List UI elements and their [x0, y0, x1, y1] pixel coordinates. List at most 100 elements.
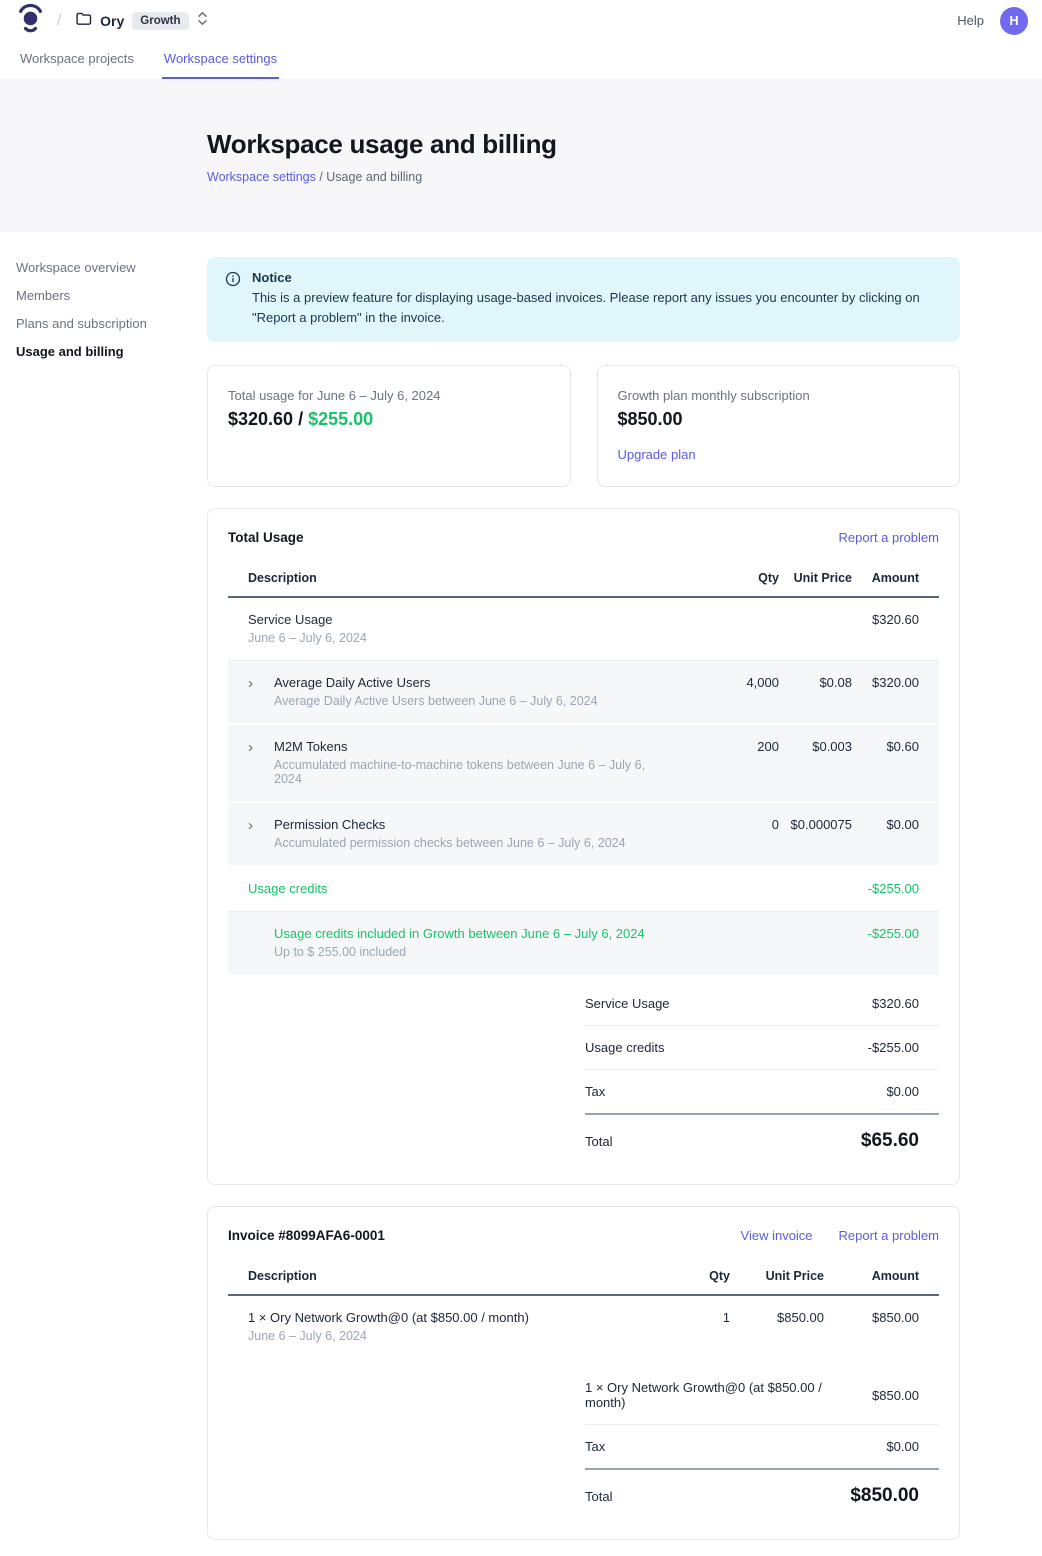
summary-row: Usage credits -$255.00	[585, 1026, 939, 1070]
table-row: › 1 × Ory Network Growth@0 (at $850.00 /…	[228, 1296, 939, 1358]
row-qty	[669, 598, 779, 660]
plan-card-amount: $850.00	[618, 409, 940, 430]
summary-amount: -$255.00	[868, 1040, 919, 1055]
sidebar-item[interactable]: Usage and billing	[16, 344, 207, 359]
row-unit-price: $0.003	[779, 725, 852, 801]
invoice-total-row: Total $850.00	[585, 1470, 939, 1513]
summary-row: 1 × Ory Network Growth@0 (at $850.00 / m…	[585, 1366, 939, 1425]
row-qty: 4,000	[669, 661, 779, 723]
help-link[interactable]: Help	[957, 13, 984, 28]
row-amount: $0.00	[852, 803, 919, 865]
invoice-title: Invoice #8099AFA6-0001	[228, 1228, 385, 1243]
row-title: Usage credits included in Growth between…	[274, 926, 645, 941]
row-unit-price: $0.08	[779, 661, 852, 723]
plan-card: Growth plan monthly subscription $850.00…	[597, 365, 961, 487]
sidebar-item-label: Plans and subscription	[16, 316, 147, 331]
summary-label: Tax	[585, 1439, 605, 1454]
notice-body: This is a preview feature for displaying…	[252, 288, 942, 328]
breadcrumb-current: Usage and billing	[326, 170, 422, 184]
breadcrumb: Workspace settings / Usage and billing	[207, 170, 1042, 184]
row-subtitle: Up to $ 255.00 included	[274, 945, 645, 959]
invoice-panel: Invoice #8099AFA6-0001 View invoice Repo…	[207, 1206, 960, 1540]
row-amount: $0.60	[852, 725, 919, 801]
table-row: › Usage credits -$255.00	[228, 867, 939, 912]
report-problem-link[interactable]: Report a problem	[839, 1228, 939, 1243]
row-title: Usage credits	[248, 881, 327, 896]
row-qty	[669, 912, 779, 974]
total-label: Total	[585, 1489, 612, 1504]
row-subtitle: June 6 – July 6, 2024	[248, 631, 367, 645]
invoice-summary: 1 × Ory Network Growth@0 (at $850.00 / m…	[585, 1366, 939, 1470]
row-qty: 200	[669, 725, 779, 801]
expand-chevron-icon[interactable]: ›	[248, 675, 274, 691]
sidebar-item-label: Usage and billing	[16, 344, 124, 359]
plan-card-label: Growth plan monthly subscription	[618, 388, 940, 403]
summary-amount: $320.60	[872, 996, 919, 1011]
row-unit-price: $0.000075	[779, 803, 852, 865]
tab-label: Workspace settings	[164, 51, 277, 66]
breadcrumb-separator: /	[316, 170, 326, 184]
workspace-plan-badge: Growth	[132, 12, 188, 30]
row-subtitle: Accumulated permission checks between Ju…	[274, 836, 626, 850]
tab-item[interactable]: Workspace settings	[162, 41, 279, 79]
row-title: Service Usage	[248, 612, 367, 627]
row-amount: $320.60	[852, 598, 919, 660]
summary-label: Tax	[585, 1084, 605, 1099]
upgrade-plan-link[interactable]: Upgrade plan	[618, 447, 696, 462]
workspace-name: Ory	[100, 13, 124, 29]
invoice-table-header: Description Qty Unit Price Amount	[228, 1260, 939, 1296]
summary-row: Tax $0.00	[585, 1070, 939, 1115]
settings-sidebar: Workspace overview Members Plans and sub…	[0, 232, 207, 1556]
total-label: Total	[585, 1134, 612, 1149]
workspace-tabs: Workspace projects Workspace settings	[0, 41, 1042, 79]
workspace-switcher[interactable]: Ory Growth	[75, 10, 207, 32]
view-invoice-link[interactable]: View invoice	[741, 1228, 813, 1243]
table-row: › Usage credits included in Growth betwe…	[228, 912, 939, 974]
avatar[interactable]: H	[1000, 7, 1028, 35]
invoice-table-body: › 1 × Ory Network Growth@0 (at $850.00 /…	[228, 1296, 939, 1358]
tab-item[interactable]: Workspace projects	[18, 41, 136, 79]
ory-logo[interactable]	[18, 3, 43, 38]
summary-amount: $0.00	[886, 1084, 919, 1099]
report-problem-link[interactable]: Report a problem	[839, 530, 939, 545]
info-icon	[225, 271, 241, 328]
panel-title: Total Usage	[228, 530, 304, 545]
total-usage-panel: Total Usage Report a problem Description…	[207, 508, 960, 1185]
sidebar-item[interactable]: Workspace overview	[16, 260, 207, 275]
row-amount: $850.00	[824, 1296, 919, 1358]
summary-amount: $850.00	[872, 1388, 919, 1403]
summary-label: Usage credits	[585, 1040, 664, 1055]
page-title: Workspace usage and billing	[207, 129, 1042, 160]
row-unit-price	[779, 867, 852, 911]
row-subtitle: Average Daily Active Users between June …	[274, 694, 598, 708]
breadcrumb-separator: /	[57, 12, 61, 29]
row-qty: 1	[670, 1296, 730, 1358]
row-amount: $320.00	[852, 661, 919, 723]
summary-label: 1 × Ory Network Growth@0 (at $850.00 / m…	[585, 1380, 845, 1410]
row-unit-price	[779, 598, 852, 660]
expand-chevron-icon[interactable]: ›	[248, 817, 274, 833]
breadcrumb-settings-link[interactable]: Workspace settings	[207, 170, 316, 184]
sidebar-item-label: Members	[16, 288, 70, 303]
expand-chevron-icon[interactable]: ›	[248, 739, 274, 755]
folder-icon	[75, 10, 92, 32]
row-subtitle: Accumulated machine-to-machine tokens be…	[274, 758, 669, 786]
sidebar-item[interactable]: Members	[16, 288, 207, 303]
row-qty: 0	[669, 803, 779, 865]
summary-amount: $0.00	[886, 1439, 919, 1454]
page-hero: Workspace usage and billing Workspace se…	[0, 79, 1042, 232]
row-title: Permission Checks	[274, 817, 626, 832]
sidebar-item[interactable]: Plans and subscription	[16, 316, 207, 331]
table-row: › M2M Tokens Accumulated machine-to-mach…	[228, 725, 939, 803]
summary-row: Tax $0.00	[585, 1425, 939, 1470]
top-header: / Ory Growth Help H	[0, 0, 1042, 41]
sidebar-item-label: Workspace overview	[16, 260, 136, 275]
row-amount: -$255.00	[852, 912, 919, 974]
total-usage-card: Total usage for June 6 – July 6, 2024 $3…	[207, 365, 571, 487]
preview-notice: Notice This is a preview feature for dis…	[207, 257, 960, 342]
usage-total-row: Total $65.60	[585, 1115, 939, 1158]
summary-label: Service Usage	[585, 996, 670, 1011]
row-title: M2M Tokens	[274, 739, 669, 754]
row-unit-price	[779, 912, 852, 974]
usage-card-amount: $320.60 / $255.00	[228, 409, 550, 430]
